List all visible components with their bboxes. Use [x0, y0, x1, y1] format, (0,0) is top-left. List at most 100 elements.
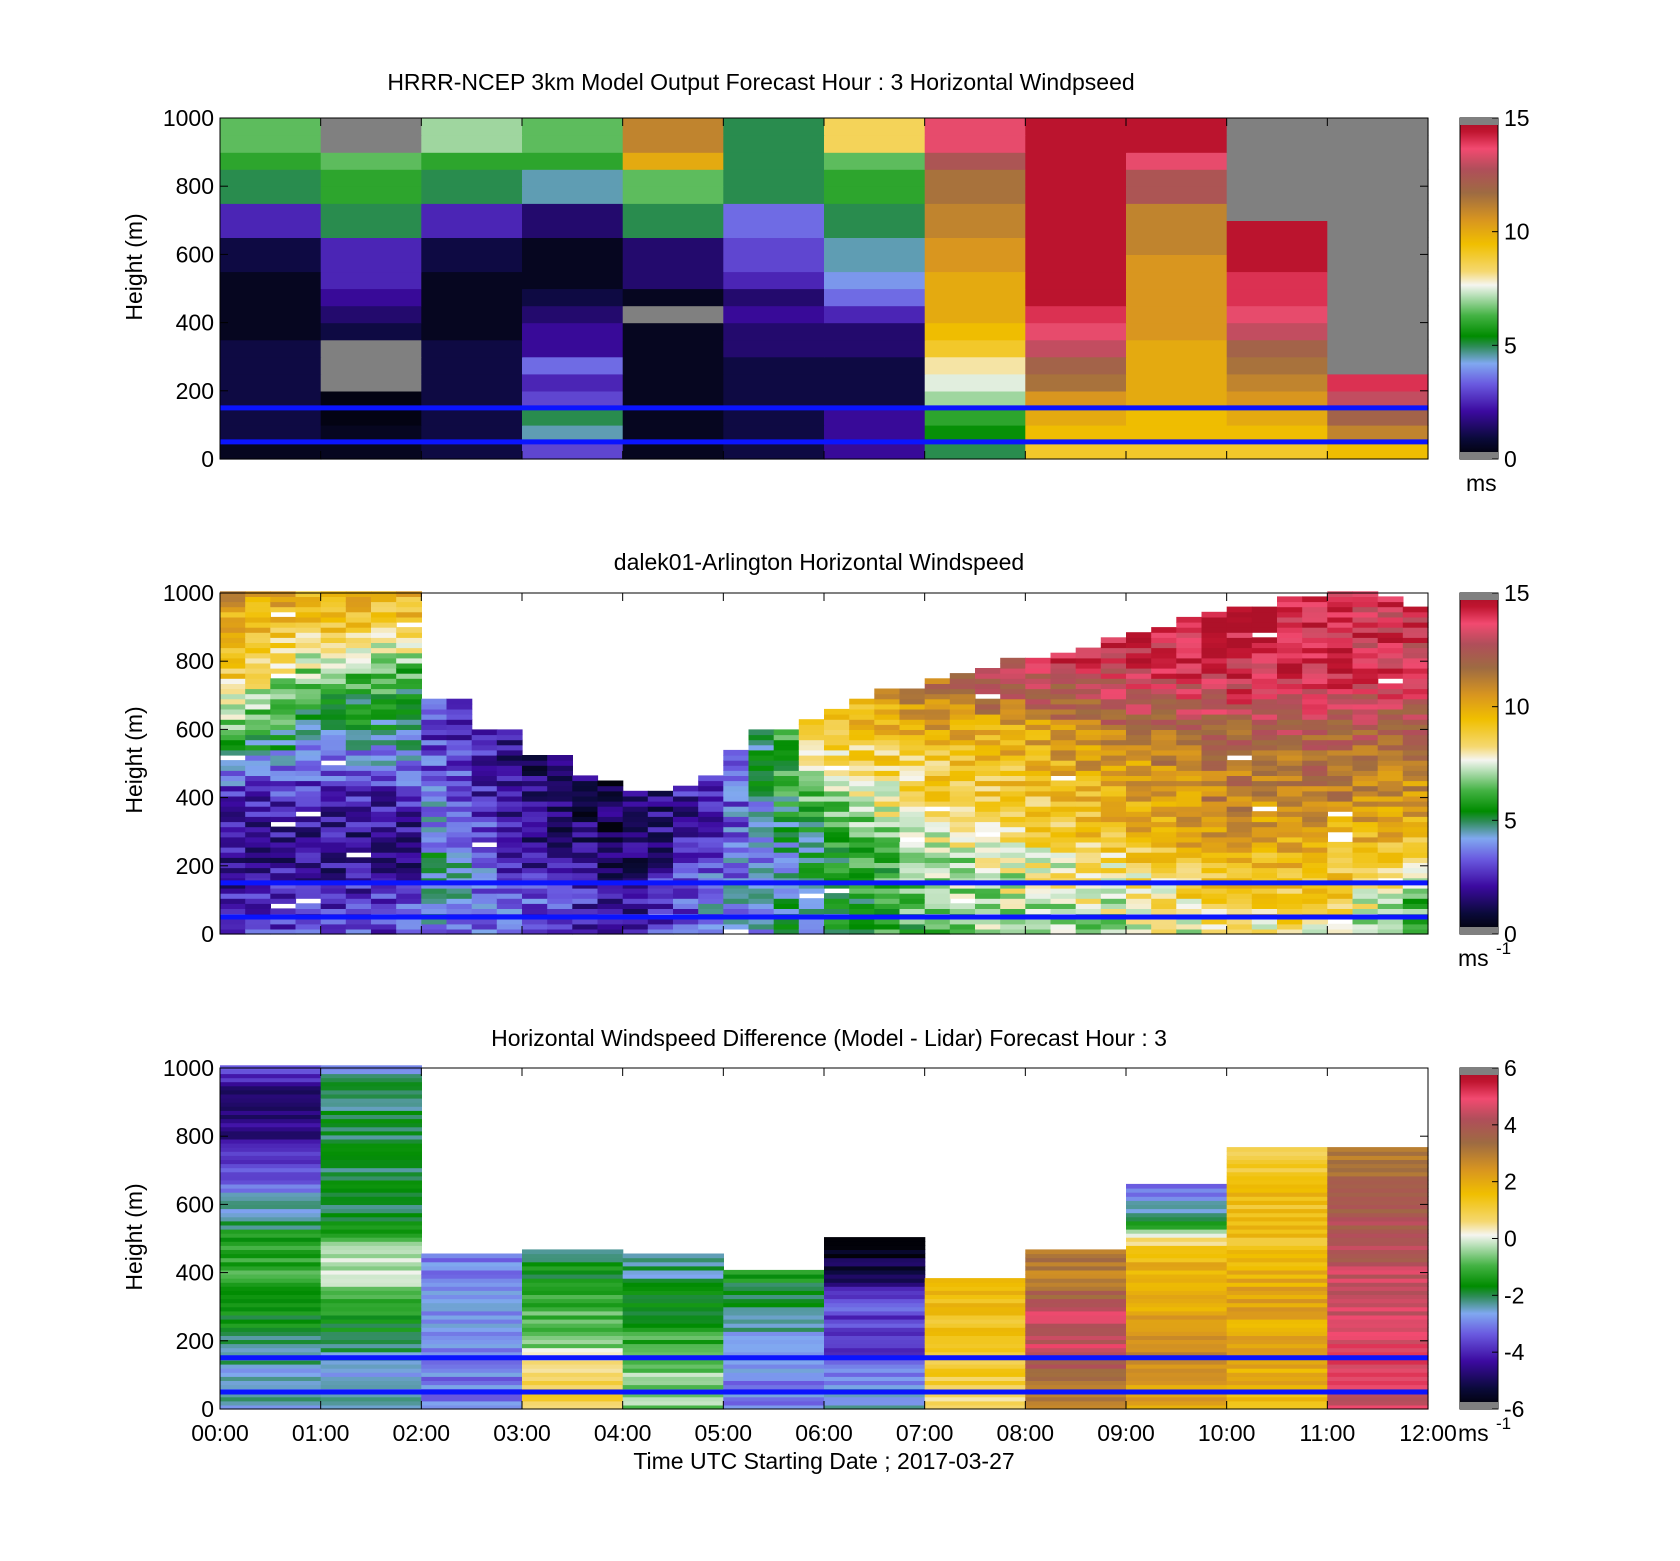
heatmap-cell: [446, 811, 473, 817]
heatmap-cell: [975, 708, 1001, 715]
heatmap-cell: [270, 606, 297, 613]
heatmap-cell: [1251, 857, 1278, 863]
heatmap-cell: [1201, 811, 1228, 817]
heatmap-cell: [1226, 1298, 1328, 1304]
heatmap-cell: [1402, 744, 1429, 751]
heatmap-cell: [1226, 790, 1253, 797]
heatmap-cell: [622, 1396, 724, 1402]
heatmap-cell: [1000, 836, 1026, 843]
heatmap-cell: [1251, 606, 1278, 613]
heatmap-cell: [220, 152, 322, 170]
heatmap-cell: [421, 719, 448, 725]
heatmap-cell: [1327, 826, 1354, 833]
heatmap-cell: [522, 760, 548, 766]
heatmap-cell: [220, 893, 246, 899]
heatmap-cell: [1176, 821, 1203, 828]
heatmap-cell: [899, 857, 926, 863]
heatmap-cell: [1226, 760, 1253, 766]
heatmap-cell: [1251, 729, 1278, 736]
heatmap-cell: [1201, 662, 1228, 669]
x-tick-label: 05:00: [695, 1420, 753, 1446]
heatmap-cell: [698, 872, 724, 879]
heatmap-cell: [1126, 867, 1152, 874]
heatmap-cell: [1251, 673, 1278, 679]
heatmap-cell: [1050, 811, 1077, 817]
heatmap-cell: [220, 739, 246, 746]
heatmap-cell: [220, 795, 246, 802]
heatmap-cell: [1402, 831, 1429, 838]
heatmap-cell: [1100, 765, 1127, 771]
heatmap-cell: [723, 1400, 825, 1406]
heatmap-cell: [1201, 836, 1228, 843]
heatmap-cell: [1226, 1323, 1328, 1328]
heatmap-cell: [1402, 708, 1429, 715]
heatmap-cell: [1201, 657, 1228, 664]
heatmap-cell: [345, 898, 372, 904]
heatmap-cell: [949, 739, 976, 746]
heatmap-cell: [471, 760, 498, 766]
heatmap-cell: [1126, 271, 1228, 290]
heatmap-cell: [874, 729, 901, 736]
heatmap-cell: [522, 305, 624, 324]
heatmap-cell: [1251, 795, 1278, 802]
heatmap-cell: [1100, 821, 1127, 828]
heatmap-cell: [1251, 693, 1278, 700]
heatmap-cell: [245, 765, 271, 771]
heatmap-cell: [1327, 928, 1354, 935]
heatmap-cell: [622, 1364, 724, 1369]
heatmap-cell: [220, 1229, 322, 1234]
heatmap-cell: [622, 1290, 724, 1295]
heatmap-cell: [723, 867, 750, 874]
heatmap-cell: [1327, 893, 1354, 899]
heatmap-cell: [496, 882, 523, 889]
heatmap-cell: [1226, 765, 1253, 771]
heatmap-cell: [245, 811, 271, 817]
y-tick-label: 0: [201, 446, 214, 472]
heatmap-cell: [396, 816, 422, 823]
heatmap-cell: [421, 1265, 523, 1271]
heatmap-cell: [824, 1282, 926, 1287]
heatmap-cell: [1000, 657, 1026, 664]
heatmap-cell: [597, 826, 624, 833]
heatmap-cell: [1126, 826, 1152, 833]
heatmap-cell: [1327, 118, 1429, 136]
heatmap-cell: [547, 831, 573, 838]
heatmap-cell: [421, 708, 448, 715]
heatmap-cell: [698, 908, 724, 915]
heatmap-cell: [421, 1302, 523, 1308]
heatmap-cell: [245, 642, 271, 649]
heatmap-cell: [522, 857, 548, 863]
heatmap-cell: [1352, 652, 1379, 659]
heatmap-cell: [421, 1372, 523, 1377]
heatmap-cell: [874, 847, 901, 853]
heatmap-cell: [1050, 923, 1077, 930]
heatmap-cell: [547, 898, 573, 904]
heatmap-cell: [622, 1359, 724, 1365]
heatmap-cell: [320, 1331, 422, 1336]
heatmap-cell: [824, 1392, 926, 1398]
heatmap-cell: [723, 1372, 825, 1377]
heatmap-cell: [1025, 928, 1052, 935]
colorbar-gradient: [1459, 117, 1499, 460]
heatmap-cell: [1126, 693, 1152, 700]
heatmap-cell: [320, 708, 347, 715]
heatmap-cell: [471, 801, 498, 807]
heatmap-cell: [924, 152, 1026, 170]
heatmap-cell: [622, 806, 649, 812]
heatmap-cell: [798, 724, 825, 730]
heatmap-cell: [1352, 647, 1379, 654]
heatmap-cell: [1327, 1220, 1429, 1226]
heatmap-cell: [270, 867, 297, 874]
heatmap-cell: [597, 821, 624, 828]
heatmap-cell: [798, 795, 825, 802]
heatmap-cell: [320, 770, 347, 776]
heatmap-cell: [371, 622, 397, 628]
heatmap-cell: [421, 288, 523, 307]
heatmap-cell: [1352, 775, 1379, 782]
heatmap-cell: [1151, 780, 1177, 787]
heatmap-cell: [798, 867, 825, 874]
heatmap-cell: [1226, 821, 1253, 828]
heatmap-cell: [1226, 1167, 1328, 1173]
heatmap-cell: [824, 152, 926, 170]
